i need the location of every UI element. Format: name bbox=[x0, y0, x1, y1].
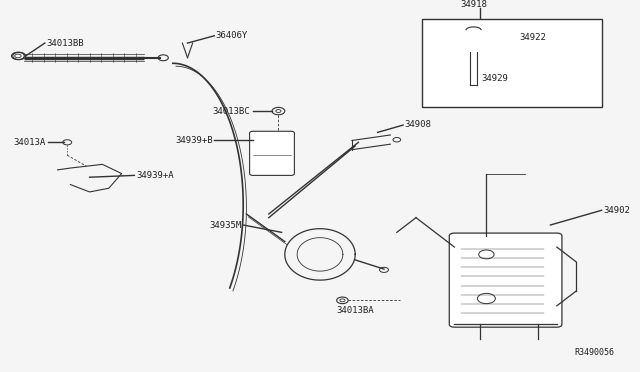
Text: 34013BB: 34013BB bbox=[46, 39, 84, 48]
Text: 36406Y: 36406Y bbox=[216, 31, 248, 40]
Text: 34939+B: 34939+B bbox=[175, 136, 213, 145]
Text: R3490056: R3490056 bbox=[575, 348, 614, 357]
FancyBboxPatch shape bbox=[449, 233, 562, 327]
Text: 34013A: 34013A bbox=[14, 138, 46, 147]
Text: 34922: 34922 bbox=[520, 33, 547, 42]
Text: 34013BA: 34013BA bbox=[336, 306, 374, 315]
Text: 34013BC: 34013BC bbox=[212, 106, 250, 116]
Text: 34908: 34908 bbox=[404, 120, 431, 129]
Text: 34918: 34918 bbox=[461, 0, 488, 9]
Bar bbox=[422, 19, 602, 108]
Text: 34935M: 34935M bbox=[210, 221, 242, 230]
Text: 34939+A: 34939+A bbox=[136, 171, 174, 180]
FancyBboxPatch shape bbox=[250, 131, 294, 175]
Text: 34902: 34902 bbox=[603, 206, 630, 215]
Text: 34929: 34929 bbox=[481, 74, 508, 83]
Polygon shape bbox=[462, 30, 485, 52]
